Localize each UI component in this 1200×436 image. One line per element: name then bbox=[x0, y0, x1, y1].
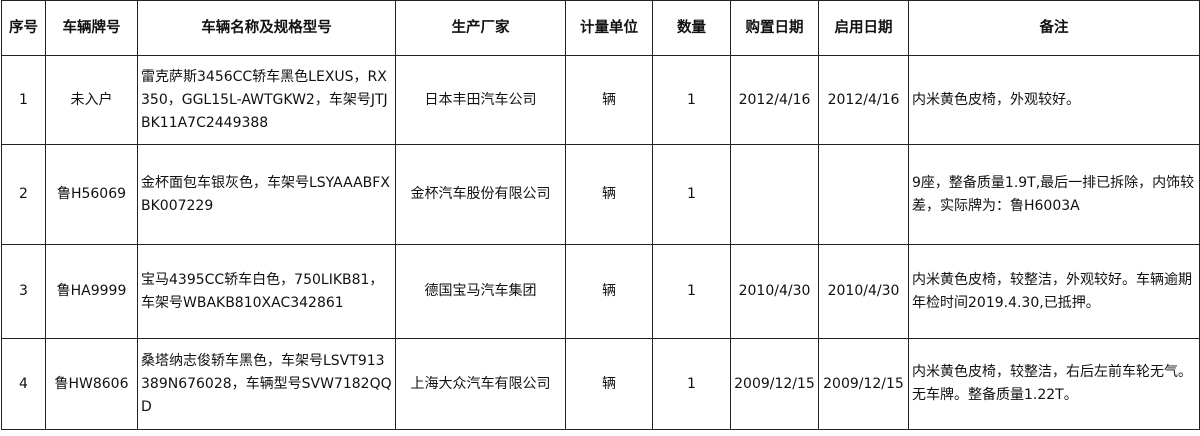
cell-qty: 1 bbox=[652, 244, 731, 339]
cell-start bbox=[818, 144, 909, 245]
cell-plate: 鲁HA9999 bbox=[45, 244, 138, 339]
header-cell: 启用日期 bbox=[818, 0, 909, 56]
header-cell: 数量 bbox=[652, 0, 731, 56]
cell-name: 桑塔纳志俊轿车黑色，车架号LSVT913389N676028，车辆型号SVW71… bbox=[137, 338, 396, 430]
table-row: 1 未入户 雷克萨斯3456CC轿车黑色LEXUS，RX350，GGL15L-AWT… bbox=[1, 55, 1200, 145]
header-cell: 购置日期 bbox=[730, 0, 819, 56]
cell-qty: 1 bbox=[652, 338, 731, 430]
table-row: 3 鲁HA9999 宝马4395CC轿车白色，750LIKB81，车架号WBAKB8… bbox=[1, 244, 1200, 339]
cell-maker: 德国宝马汽车集团 bbox=[395, 244, 566, 339]
cell-purchase bbox=[730, 144, 819, 245]
cell-purchase: 2010/4/30 bbox=[730, 244, 819, 339]
table-row: 2 鲁H56069 金杯面包车银灰色，车架号LSYAAABFXBK007229 金杯汽… bbox=[1, 144, 1200, 245]
header-cell: 车辆名称及规格型号 bbox=[137, 0, 396, 56]
cell-name: 雷克萨斯3456CC轿车黑色LEXUS，RX350，GGL15L-AWTGKW2… bbox=[137, 55, 396, 145]
cell-note: 内米黄色皮椅，较整洁，外观较好。车辆逾期年检时间2019.4.30,已抵押。 bbox=[908, 244, 1200, 339]
cell-qty: 1 bbox=[652, 144, 731, 245]
cell-maker: 日本丰田汽车公司 bbox=[395, 55, 566, 145]
header-cell: 车辆牌号 bbox=[45, 0, 138, 56]
cell-unit: 辆 bbox=[565, 338, 653, 430]
cell-start: 2012/4/16 bbox=[818, 55, 909, 145]
header-cell: 备注 bbox=[908, 0, 1200, 56]
cell-unit: 辆 bbox=[565, 144, 653, 245]
cell-note: 9座，整备质量1.9T,最后一排已拆除，内饰较差，实际牌为：鲁H6003A bbox=[908, 144, 1200, 245]
cell-plate: 鲁HW8606 bbox=[45, 338, 138, 430]
cell-plate: 鲁H56069 bbox=[45, 144, 138, 245]
cell-no: 2 bbox=[1, 144, 46, 245]
cell-maker: 上海大众汽车有限公司 bbox=[395, 338, 566, 430]
cell-maker: 金杯汽车股份有限公司 bbox=[395, 144, 566, 245]
header-cell: 生产厂家 bbox=[395, 0, 566, 56]
table-row: 4 鲁HW8606 桑塔纳志俊轿车黑色，车架号LSVT913389N676028，车… bbox=[1, 338, 1200, 430]
cell-qty: 1 bbox=[652, 55, 731, 145]
cell-no: 4 bbox=[1, 338, 46, 430]
header-row: 序号 车辆牌号 车辆名称及规格型号 生产厂家 计量单位 数量 购置日期 启用日期… bbox=[1, 0, 1200, 56]
cell-purchase: 2012/4/16 bbox=[730, 55, 819, 145]
cell-no: 3 bbox=[1, 244, 46, 339]
cell-purchase: 2009/12/15 bbox=[730, 338, 819, 430]
cell-note: 内米黄色皮椅，较整洁，右后左前车轮无气。无车牌。整备质量1.22T。 bbox=[908, 338, 1200, 430]
cell-start: 2009/12/15 bbox=[818, 338, 909, 430]
cell-start: 2010/4/30 bbox=[818, 244, 909, 339]
header-cell: 计量单位 bbox=[565, 0, 653, 56]
header-cell: 序号 bbox=[1, 0, 46, 56]
cell-name: 宝马4395CC轿车白色，750LIKB81，车架号WBAKB810XAC342… bbox=[137, 244, 396, 339]
cell-name: 金杯面包车银灰色，车架号LSYAAABFXBK007229 bbox=[137, 144, 396, 245]
cell-plate: 未入户 bbox=[45, 55, 138, 145]
cell-note: 内米黄色皮椅，外观较好。 bbox=[908, 55, 1200, 145]
cell-unit: 辆 bbox=[565, 55, 653, 145]
cell-unit: 辆 bbox=[565, 244, 653, 339]
cell-no: 1 bbox=[1, 55, 46, 145]
